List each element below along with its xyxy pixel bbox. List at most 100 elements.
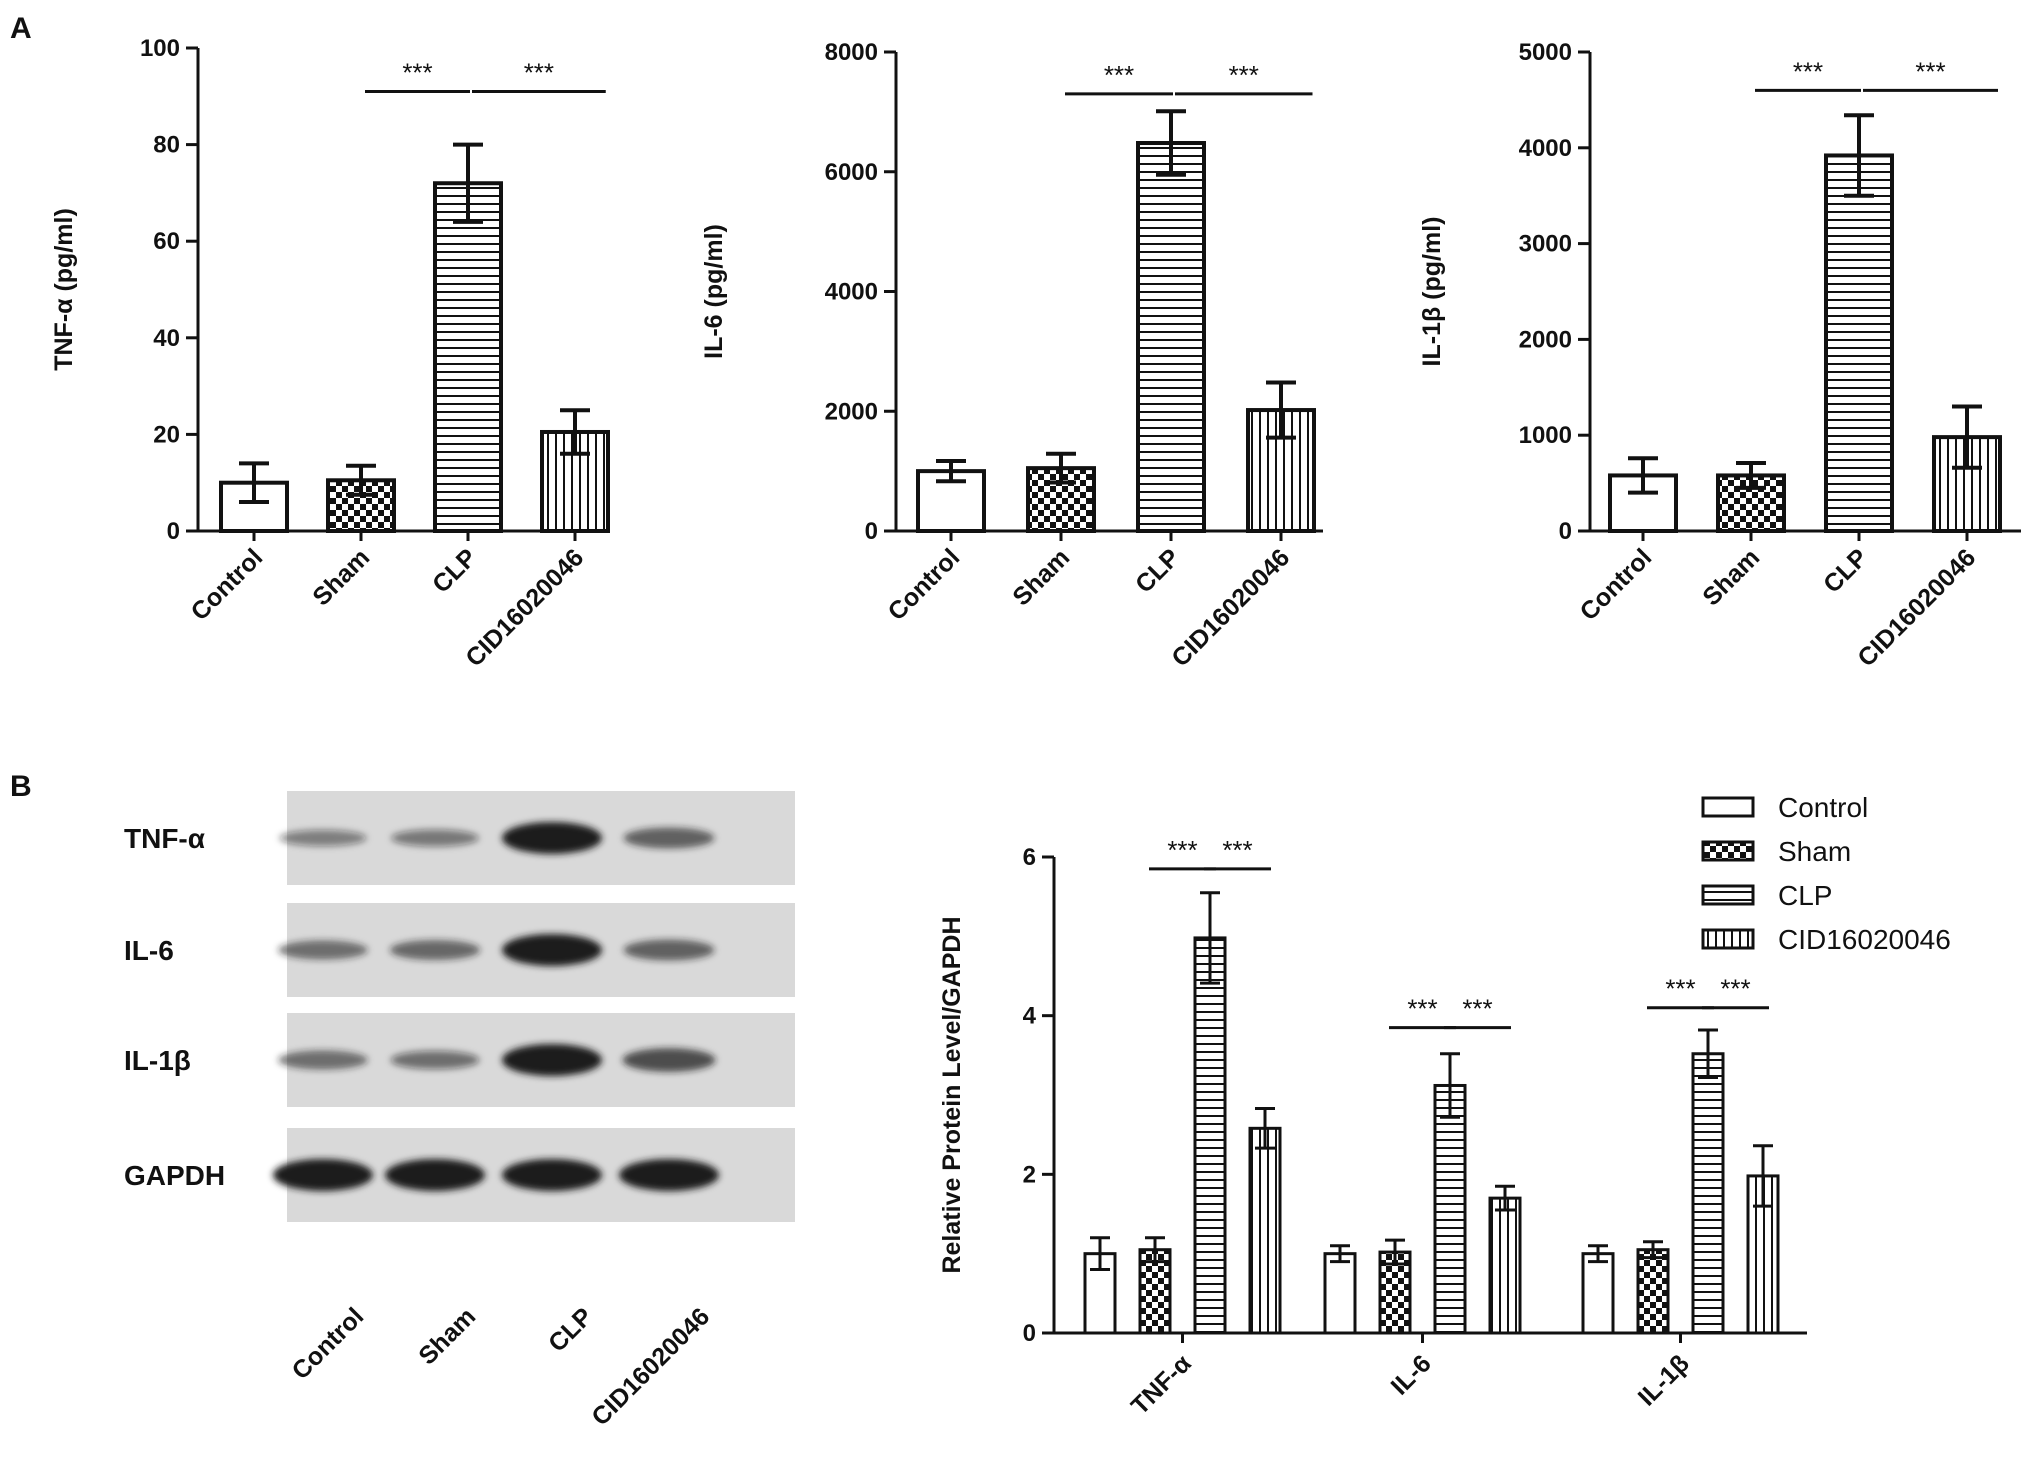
y-axis-label: TNF-α (pg/ml) [50,208,78,371]
blot-band [623,939,715,961]
panel-label-b: B [10,770,32,803]
bar-control [916,469,986,533]
blot-band [389,939,481,961]
significance-label: *** [1462,994,1492,1024]
bar-clp-tnf-alpha [1193,936,1227,1335]
y-axis-label: IL-6 (pg/ml) [700,224,728,359]
bar-sham-il-1beta [1636,1248,1670,1335]
legend-label-sham: Sham [1778,836,1851,867]
bar-control-il-1beta [1581,1252,1615,1335]
y-tick-label: 6000 [825,159,878,186]
blot-band [278,1050,368,1070]
blot-band [278,940,368,960]
significance-label: *** [402,57,432,87]
x-tick-label-control: Control [186,543,269,626]
y-tick-label: 0 [167,518,180,545]
x-tick-label-clp: CLP [427,543,482,598]
blot-band [273,1159,373,1191]
significance-label: *** [1167,835,1197,865]
chart-relative-protein-level: 0 2 4 6 Relative Protein Level/GAPDH TNF-α IL-… [938,792,1951,1420]
x-tick-label-sham: Sham [307,543,375,611]
bar-clp-il-1beta [1691,1052,1725,1335]
y-tick-label: 0 [1559,518,1572,545]
y-tick-label: 6 [1023,844,1036,871]
significance-label: *** [1793,56,1823,86]
western-blot: TNF-α IL-6 IL-1β GAPDH Control Sham CLPCID1602… [124,791,795,1431]
blot-band [619,1159,719,1191]
bar-clp [433,181,503,534]
blot-band [502,934,602,966]
blot-label-tnf-alpha: TNF-α [124,823,205,854]
y-tick-label: 2 [1023,1161,1036,1188]
blot-band [502,1159,602,1191]
bar-control-il-6 [1323,1252,1357,1335]
y-tick-label: 5000 [1519,39,1572,66]
y-tick-label: 4 [1023,1003,1037,1030]
x-tick-label-il-1beta: IL-1β [1633,1349,1695,1411]
blot-row-gapdh: GAPDH [124,1128,795,1222]
y-tick-label: 8000 [825,39,878,66]
bar-sham-tnf-alpha [1138,1248,1172,1335]
x-tick-label-tnf-alpha: TNF-α [1126,1349,1197,1420]
bar-cid16020046-tnf-alpha [1248,1126,1282,1335]
x-tick-label-sham: Sham [1007,543,1075,611]
significance-label: *** [1720,974,1750,1004]
blot-band [390,1050,480,1070]
significance-label: *** [1915,56,1945,86]
y-tick-label: 80 [153,132,180,159]
legend-swatch-control [1701,796,1755,818]
legend-swatch-cid16020046 [1701,928,1755,950]
y-tick-label: 2000 [825,398,878,425]
significance-label: *** [1222,835,1252,865]
y-tick-label: 3000 [1519,231,1572,258]
y-tick-label: 40 [153,325,180,352]
blot-band [385,1159,485,1191]
y-tick-label: 100 [140,35,180,62]
y-tick-label: 2000 [1519,326,1572,353]
blot-band [623,827,715,849]
x-tick-label-il-6: IL-6 [1386,1349,1437,1400]
blot-row-tnf-alpha: TNF-α [124,791,795,885]
bar-clp-il-6 [1433,1083,1467,1335]
x-tick-label-control: Control [883,543,966,626]
x-tick-label-sham: Sham [1697,543,1765,611]
y-axis-label: IL-1β (pg/ml) [1418,217,1446,367]
y-tick-label: 1000 [1519,422,1572,449]
blot-lane-label-sham: Sham [413,1302,481,1370]
panel-label-a: A [10,12,32,45]
blot-label-il-1beta: IL-1β [124,1045,191,1076]
y-tick-label: 20 [153,421,180,448]
significance-label: *** [1229,60,1259,90]
legend-swatch-sham [1701,840,1755,862]
bar-clp [1136,141,1206,533]
chart-il-1beta-elisa: 0 1000 2000 3000 4000 5000 IL-1β (pg/ml) Contro… [1418,39,2021,672]
y-tick-label: 60 [153,228,180,255]
blot-lane-label-cid16020046: CID16020046 [586,1302,715,1431]
y-axis-label: Relative Protein Level/GAPDH [938,916,966,1273]
y-tick-label: 4000 [825,279,878,306]
blot-band [279,829,367,847]
x-tick-label-clp: CLP [1130,543,1185,598]
significance-label: *** [1104,60,1134,90]
significance-label: *** [524,57,554,87]
x-tick-label-cid16020046: CID16020046 [1166,543,1295,672]
x-tick-label-control: Control [1575,543,1658,626]
legend-swatch-clp [1701,884,1755,906]
blot-row-il-6: IL-6 [124,903,795,997]
legend-label-clp: CLP [1778,880,1832,911]
blot-lane-label-control: Control [287,1302,370,1385]
y-tick-label: 0 [865,518,878,545]
blot-lane-label-clp: CLP [543,1302,598,1357]
blot-band [391,829,479,847]
blot-label-il-6: IL-6 [124,935,174,966]
legend-label-control: Control [1778,792,1868,823]
chart-il-6-elisa: 0 2000 4000 6000 8000 IL-6 (pg/ml) Control Sham… [700,39,1323,672]
blot-band [622,1048,716,1072]
legend-label-cid16020046: CID16020046 [1778,924,1951,955]
y-tick-label: 4000 [1519,135,1572,162]
significance-label: *** [1407,994,1437,1024]
bar-cid16020046-il-6 [1488,1196,1522,1335]
blot-row-il-1beta: IL-1β [124,1013,795,1107]
